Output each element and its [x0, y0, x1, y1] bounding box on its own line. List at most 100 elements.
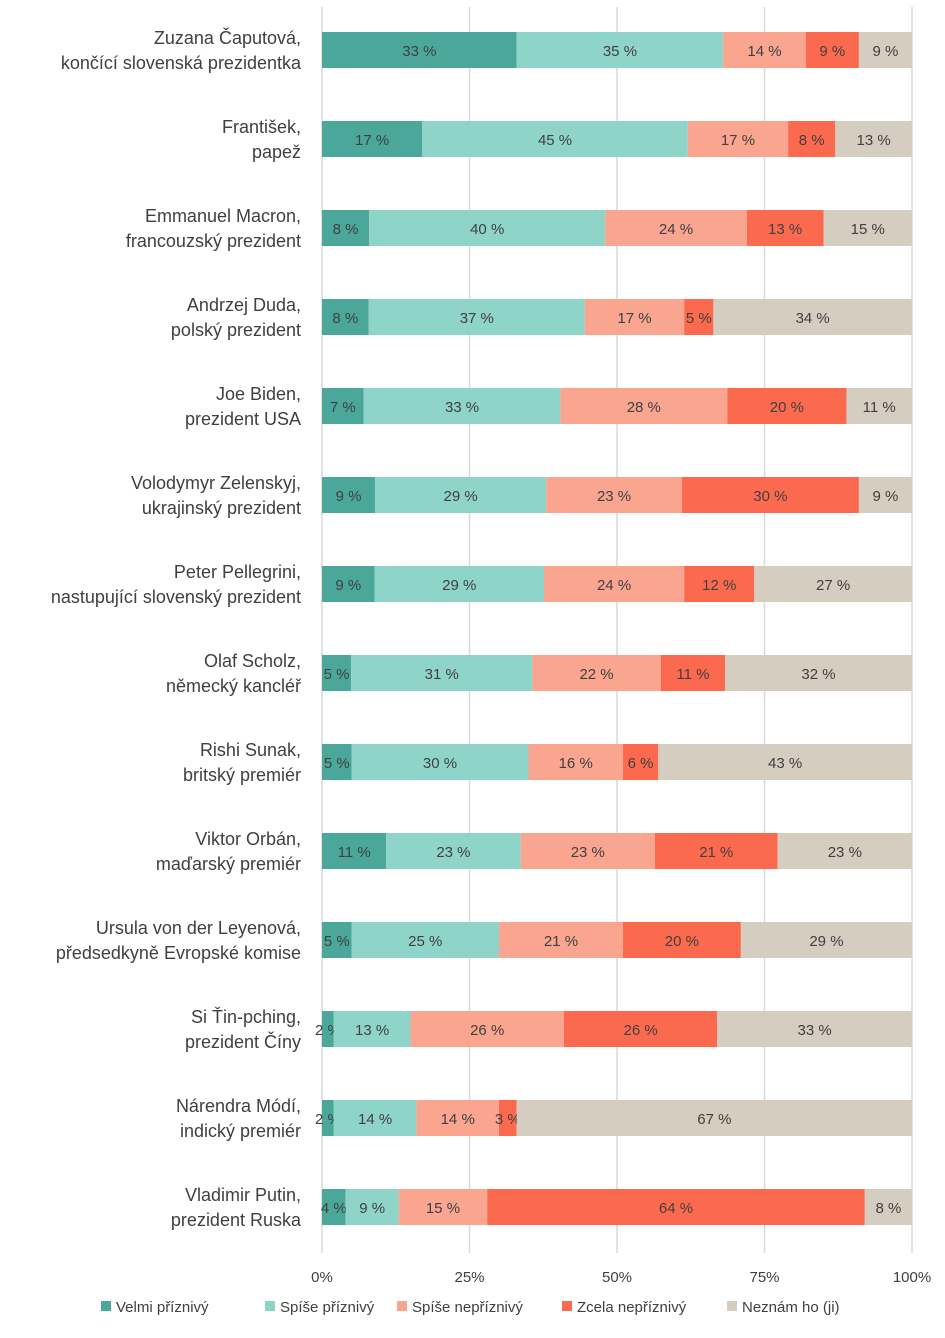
bar-segment — [322, 566, 375, 602]
data-label: 5 % — [686, 310, 712, 327]
data-label: 17 % — [721, 132, 755, 149]
category-label: německý kancléř — [166, 676, 302, 696]
data-label: 4 % — [321, 1200, 347, 1217]
data-label: 9 % — [873, 488, 899, 505]
data-label: 23 % — [436, 844, 470, 861]
bar-segment — [746, 210, 824, 246]
bar-segment — [499, 1100, 517, 1136]
legend-item: Neznám ho (ji) — [727, 1299, 840, 1316]
bar-segment — [727, 388, 847, 424]
bar-segment — [322, 1011, 334, 1047]
data-label: 43 % — [768, 755, 802, 772]
bar-row: 5 % 25 % 21 % 20 % 29 % — [322, 922, 912, 958]
data-label: 8 % — [332, 310, 358, 327]
data-label: 35 % — [603, 43, 637, 60]
data-label: 15 % — [851, 221, 885, 238]
bar-segment — [351, 922, 499, 958]
bar-segment — [416, 1100, 499, 1136]
data-label: 5 % — [324, 933, 350, 950]
bar-segment — [516, 1100, 912, 1136]
bar-segment — [754, 566, 912, 602]
bar-row: 9 % 29 % 24 % 12 % 27 % — [322, 566, 912, 602]
bar-segment — [846, 388, 912, 424]
category-label: Nárendra Módí, — [176, 1096, 301, 1116]
data-label: 17 % — [355, 132, 389, 149]
data-label: 20 % — [665, 933, 699, 950]
category-label: Joe Biden, — [216, 384, 301, 404]
bar-segment — [622, 922, 741, 958]
bar-segment — [528, 744, 623, 780]
legend-swatch — [562, 1301, 572, 1311]
legend-item: Zcela nepříznivý — [562, 1299, 687, 1316]
bar-row: 5 % 31 % 22 % 11 % 32 % — [322, 655, 912, 691]
bar-segment — [422, 121, 688, 157]
data-label: 9 % — [873, 43, 899, 60]
category-label: Volodymyr Zelenskyj, — [131, 473, 301, 493]
bar-segment — [654, 833, 778, 869]
data-label: 64 % — [659, 1200, 693, 1217]
bar-row: 8 % 37 % 17 % 5 % 34 % — [322, 299, 912, 335]
data-label: 31 % — [425, 666, 459, 683]
legend-label: Spíše příznivý — [280, 1299, 375, 1316]
category-label: Si Ťin-pching, — [191, 1007, 301, 1027]
legend-label: Velmi příznivý — [116, 1299, 209, 1316]
data-label: 67 % — [697, 1111, 731, 1128]
data-label: 13 % — [355, 1022, 389, 1039]
bar-segment — [605, 210, 747, 246]
category-label: Olaf Scholz, — [204, 651, 301, 671]
legend-item: Velmi příznivý — [101, 1299, 209, 1316]
bar-row: 11 % 23 % 23 % 21 % 23 % — [322, 833, 912, 869]
bar-segment — [823, 210, 912, 246]
bar-segment — [333, 1100, 417, 1136]
bar-segment — [322, 299, 369, 335]
data-label: 28 % — [627, 399, 661, 416]
bar-segment — [516, 32, 724, 68]
category-label: francouzský prezident — [126, 231, 301, 251]
bar-segment — [333, 1011, 411, 1047]
bar-segment — [805, 32, 859, 68]
legend-label: Zcela nepříznivý — [577, 1299, 687, 1316]
data-label: 9 % — [335, 577, 361, 594]
bar-segment — [713, 299, 912, 335]
gridlines — [321, 7, 913, 1253]
bar-segment — [345, 1189, 399, 1225]
bar-segment — [622, 744, 659, 780]
data-label: 30 % — [423, 755, 457, 772]
category-label: nastupující slovenský prezident — [51, 587, 301, 607]
bar-segment — [322, 477, 376, 513]
data-label: 15 % — [426, 1200, 460, 1217]
legend: Velmi příznivý Spíše příznivý Spíše nepříz… — [101, 1299, 840, 1316]
bar-segment — [322, 655, 352, 691]
bar-segment — [322, 922, 352, 958]
data-label: 26 % — [470, 1022, 504, 1039]
data-label: 11 % — [863, 399, 896, 416]
category-label: Emmanuel Macron, — [145, 206, 301, 226]
data-label: 45 % — [538, 132, 572, 149]
bar-segment — [563, 1011, 718, 1047]
data-label: 32 % — [801, 666, 835, 683]
legend-item: Spíše příznivý — [265, 1299, 375, 1316]
bar-segment — [322, 833, 387, 869]
data-label: 21 % — [699, 844, 733, 861]
data-label: 13 % — [768, 221, 802, 238]
bar-segment — [723, 32, 806, 68]
x-tick-label: 100% — [893, 1269, 931, 1286]
bar-segment — [410, 1011, 564, 1047]
data-label: 7 % — [330, 399, 356, 416]
data-label: 34 % — [796, 310, 830, 327]
data-label: 33 % — [402, 43, 436, 60]
bar-segment — [322, 388, 364, 424]
category-label: maďarský premiér — [156, 854, 301, 874]
data-label: 24 % — [597, 577, 631, 594]
category-labels: Zuzana Čaputová, končící slovenská prezid… — [51, 27, 302, 1230]
category-label: polský prezident — [171, 320, 301, 340]
bar-segment — [858, 32, 912, 68]
category-label: Rishi Sunak, — [200, 740, 301, 760]
bar-segment — [788, 121, 836, 157]
data-label: 17 % — [617, 310, 651, 327]
category-label: prezident USA — [185, 409, 301, 429]
bar-segment — [369, 210, 606, 246]
data-label: 30 % — [753, 488, 787, 505]
bar-row: 8 % 40 % 24 % 13 % 15 % — [322, 210, 912, 246]
